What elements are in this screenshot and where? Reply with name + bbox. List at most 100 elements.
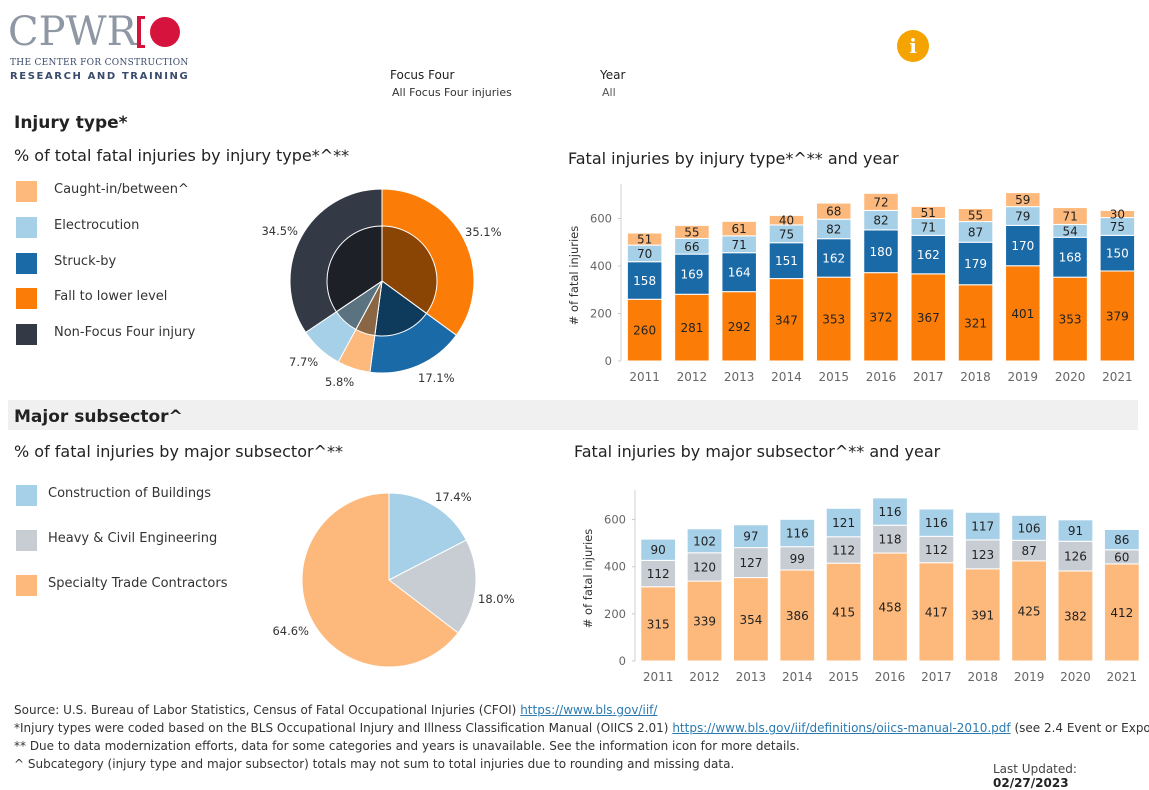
x-tick-label: 2011 bbox=[643, 670, 674, 684]
x-tick-label: 2019 bbox=[1014, 670, 1045, 684]
bar-value-label: 415 bbox=[832, 606, 855, 620]
pie-inner-slice-fall-to-lower-level bbox=[381, 225, 438, 315]
bar-segment-fall-to-lower-level[interactable] bbox=[863, 272, 899, 362]
bar-segment-struck-by[interactable] bbox=[863, 229, 899, 274]
bar-segment-heavy-civil-engineering[interactable] bbox=[918, 535, 955, 564]
x-tick-label: 2015 bbox=[818, 370, 849, 384]
bar-segment-construction-of-buildings[interactable] bbox=[1011, 514, 1047, 541]
bar-segment-struck-by[interactable] bbox=[815, 238, 852, 278]
filter-focus-four[interactable]: Focus Four All Focus Four injuries bbox=[390, 68, 512, 99]
bar-segment-construction-of-buildings[interactable] bbox=[918, 508, 955, 537]
pie-label: 18.0% bbox=[478, 592, 515, 606]
legend-label: Electrocution bbox=[54, 218, 140, 233]
bar-segment-heavy-civil-engineering[interactable] bbox=[872, 524, 908, 554]
bar-segment-fall-to-lower-level[interactable] bbox=[626, 298, 663, 362]
bar-value-label: 353 bbox=[1059, 313, 1082, 327]
filter-year[interactable]: Year All bbox=[600, 68, 625, 99]
pie-slice-specialty-trade-contractors[interactable] bbox=[301, 492, 459, 668]
bar-segment-caught-in-between[interactable] bbox=[1005, 192, 1041, 208]
bar-segment-fall-to-lower-level[interactable] bbox=[721, 291, 757, 362]
bar-segment-caught-in-between[interactable] bbox=[721, 220, 757, 237]
bar-value-label: 121 bbox=[832, 516, 855, 530]
legend-label: Fall to lower level bbox=[54, 289, 168, 304]
bar-segment-construction-of-buildings[interactable] bbox=[640, 538, 677, 561]
bar-segment-construction-of-buildings[interactable] bbox=[964, 511, 1001, 541]
subsector-pie-chart[interactable]: 17.4% 18.0% 64.6% bbox=[260, 480, 530, 670]
bar-segment-fall-to-lower-level[interactable] bbox=[1005, 265, 1041, 362]
bar-segment-struck-by[interactable] bbox=[910, 234, 947, 275]
bar-segment-fall-to-lower-level[interactable] bbox=[910, 273, 947, 362]
bar-segment-specialty-trade-contractors[interactable] bbox=[872, 552, 908, 662]
y-tick-label: 600 bbox=[590, 212, 612, 226]
bar-segment-heavy-civil-engineering[interactable] bbox=[1057, 540, 1094, 572]
bar-segment-caught-in-between[interactable] bbox=[626, 232, 663, 246]
bar-segment-fall-to-lower-level[interactable] bbox=[674, 293, 710, 362]
source-link[interactable]: https://www.bls.gov/iif/ bbox=[520, 703, 658, 717]
bar-segment-struck-by[interactable] bbox=[957, 241, 994, 286]
bar-segment-specialty-trade-contractors[interactable] bbox=[1011, 560, 1047, 662]
info-icon[interactable]: i bbox=[897, 30, 929, 62]
bar-segment-caught-in-between[interactable] bbox=[1052, 207, 1088, 225]
bar-value-label: 401 bbox=[1011, 307, 1034, 321]
bar-segment-fall-to-lower-level[interactable] bbox=[1099, 270, 1136, 362]
legend-swatch bbox=[16, 485, 37, 506]
bar-value-label: 162 bbox=[917, 248, 940, 262]
bar-segment-construction-of-buildings[interactable] bbox=[779, 518, 816, 548]
bar-segment-construction-of-buildings[interactable] bbox=[686, 528, 723, 554]
bar-segment-fall-to-lower-level[interactable] bbox=[815, 276, 852, 362]
bar-segment-specialty-trade-contractors[interactable] bbox=[686, 580, 723, 662]
legend-label: Heavy & Civil Engineering bbox=[48, 531, 218, 546]
bar-segment-fall-to-lower-level[interactable] bbox=[1052, 276, 1088, 362]
injury-pie-title: % of total fatal injuries by injury type… bbox=[14, 146, 350, 165]
bar-segment-construction-of-buildings[interactable] bbox=[1057, 519, 1094, 542]
oiics-manual-link[interactable]: https://www.bls.gov/iif/definitions/oiic… bbox=[672, 721, 1011, 735]
bar-segment-caught-in-between[interactable] bbox=[1099, 209, 1136, 219]
legend-label: Specialty Trade Contractors bbox=[48, 576, 228, 591]
bar-value-label: 354 bbox=[739, 613, 762, 627]
bar-segment-construction-of-buildings[interactable] bbox=[1103, 528, 1140, 551]
subsector-bar-chart[interactable]: 0 200 400 600 # of fatal injuries 315 112 90 201… bbox=[560, 488, 1140, 694]
bar-segment-specialty-trade-contractors[interactable] bbox=[1103, 563, 1140, 662]
y-tick-label: 400 bbox=[590, 259, 612, 273]
bar-segment-specialty-trade-contractors[interactable] bbox=[918, 562, 955, 662]
bar-segment-heavy-civil-engineering[interactable] bbox=[640, 559, 677, 588]
legend-label: Struck-by bbox=[54, 254, 117, 269]
bar-segment-specialty-trade-contractors[interactable] bbox=[779, 569, 816, 662]
bar-value-label: 112 bbox=[925, 543, 948, 557]
x-tick-label: 2020 bbox=[1060, 670, 1091, 684]
bar-value-label: 71 bbox=[1062, 210, 1077, 224]
bar-value-label: 170 bbox=[1011, 239, 1034, 253]
y-tick-label: 0 bbox=[619, 654, 626, 668]
bar-segment-specialty-trade-contractors[interactable] bbox=[825, 562, 862, 662]
bar-segment-heavy-civil-engineering[interactable] bbox=[733, 547, 769, 579]
bar-segment-caught-in-between[interactable] bbox=[768, 214, 805, 226]
pie-slice-heavy-civil-engineering[interactable] bbox=[388, 539, 477, 634]
bar-value-label: 168 bbox=[1059, 251, 1082, 265]
bar-segment-struck-by[interactable] bbox=[674, 253, 710, 295]
bar-segment-struck-by[interactable] bbox=[721, 252, 757, 293]
bar-segment-heavy-civil-engineering[interactable] bbox=[686, 552, 723, 582]
bar-segment-caught-in-between[interactable] bbox=[910, 205, 947, 220]
bar-segment-construction-of-buildings[interactable] bbox=[825, 507, 862, 538]
bar-segment-struck-by[interactable] bbox=[1099, 234, 1136, 272]
bar-segment-caught-in-between[interactable] bbox=[863, 192, 899, 211]
bar-segment-specialty-trade-contractors[interactable] bbox=[640, 586, 677, 662]
x-tick-label: 2020 bbox=[1055, 370, 1086, 384]
bar-segment-specialty-trade-contractors[interactable] bbox=[733, 577, 769, 662]
injury-pie-chart[interactable]: 35.1% 17.1% 5.8% 7.7% 34.5% bbox=[240, 180, 520, 390]
bar-segment-construction-of-buildings[interactable] bbox=[872, 497, 908, 526]
bar-segment-caught-in-between[interactable] bbox=[957, 208, 994, 223]
bar-segment-construction-of-buildings[interactable] bbox=[733, 524, 769, 549]
bar-segment-caught-in-between[interactable] bbox=[674, 224, 710, 239]
x-tick-label: 2016 bbox=[875, 670, 906, 684]
bar-value-label: 87 bbox=[968, 225, 983, 239]
filter-value[interactable]: All bbox=[602, 86, 616, 99]
bar-segment-caught-in-between[interactable] bbox=[815, 202, 852, 220]
pie-slice-construction-of-buildings[interactable] bbox=[388, 492, 467, 581]
filter-value[interactable]: All Focus Four injuries bbox=[392, 86, 512, 99]
bar-segment-struck-by[interactable] bbox=[626, 261, 663, 300]
bar-segment-struck-by[interactable] bbox=[768, 242, 805, 280]
bar-segment-fall-to-lower-level[interactable] bbox=[768, 278, 805, 362]
bar-segment-heavy-civil-engineering[interactable] bbox=[825, 536, 862, 564]
